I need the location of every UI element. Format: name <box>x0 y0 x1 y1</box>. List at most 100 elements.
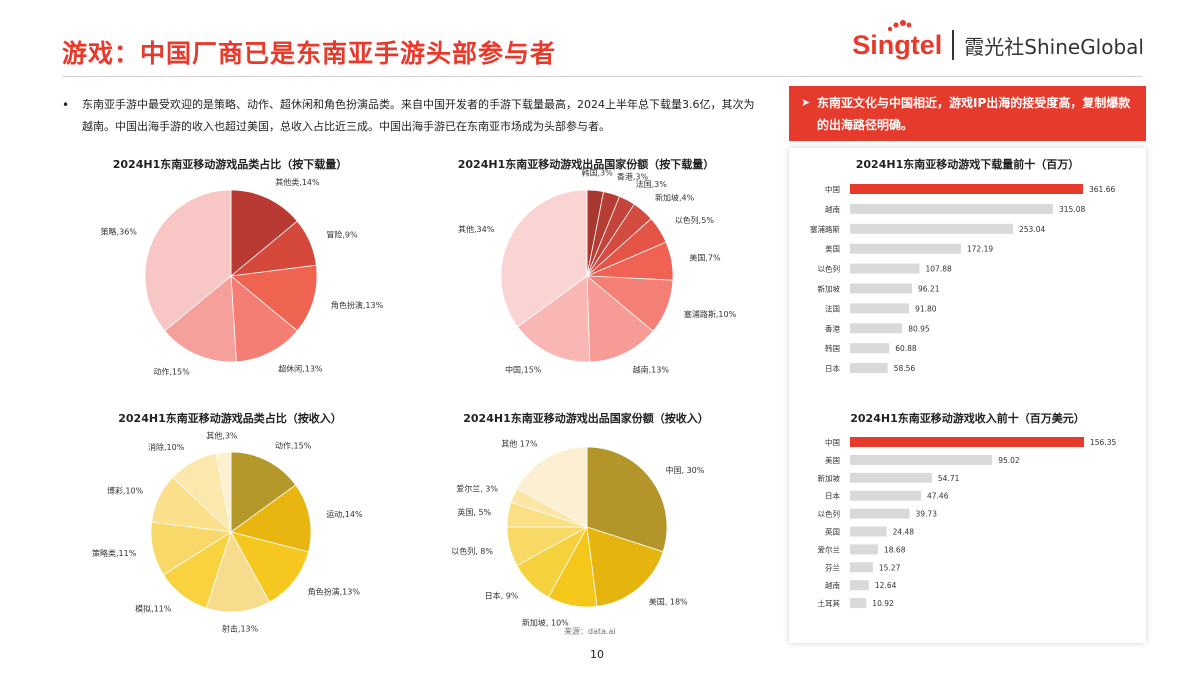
bar-bar_dl_top10: 中国 361.66 越南 315.08 塞浦路斯 253.04 美国 172.19 以色列 107… <box>810 184 1115 374</box>
bar-value-label: 54.71 <box>938 474 960 483</box>
bar-category-label: 越南 <box>825 204 840 214</box>
bar-category-label: 以色列 <box>818 264 841 274</box>
bar-category-label: 美国 <box>825 244 840 254</box>
pie-label: 动作,15% <box>275 441 312 451</box>
bar-value-label: 156.35 <box>1090 438 1116 447</box>
source-note: 来源：data.ai <box>564 627 616 636</box>
pie-label: 美国, 18% <box>649 597 688 607</box>
bar-value-label: 361.66 <box>1089 185 1115 194</box>
bar-value-label: 15.27 <box>879 563 901 572</box>
pie-slice <box>586 275 654 363</box>
insight-callout: ➤ 东南亚文化与中国相近，游戏IP出海的接受度高，复制爆款的出海路径明确。 <box>789 86 1146 141</box>
bar-value-label: 10.92 <box>872 599 894 608</box>
bar-value-label: 60.88 <box>895 344 917 353</box>
bar-value-label: 96.21 <box>918 285 940 294</box>
pie-label: 英国, 5% <box>457 507 491 517</box>
bar <box>850 343 890 354</box>
pie-label: 以色列,5% <box>675 215 715 225</box>
chart-title-pie-dl-country: 2024H1东南亚移动游戏出品国家份额（按下载量） <box>457 158 715 171</box>
pie-slice <box>230 531 309 603</box>
pie-label: 中国, 30% <box>666 465 705 475</box>
pie-label: 角色扮演,13% <box>308 587 361 597</box>
singtel-dots-icon <box>888 20 912 32</box>
brand-logo: Singtel 霞光社ShineGlobal <box>852 20 1144 70</box>
callout-text: 东南亚文化与中国相近，游戏IP出海的接受度高，复制爆款的出海路径明确。 <box>817 96 1131 132</box>
bar-category-label: 爱尔兰 <box>818 544 841 554</box>
pie-label: 模拟,11% <box>135 604 172 614</box>
bar <box>850 283 912 294</box>
pie-label: 运动,14% <box>326 509 363 519</box>
page-number: 10 <box>590 648 604 661</box>
bar-value-label: 315.08 <box>1059 205 1085 214</box>
pie-label: 冒险,9% <box>326 230 358 240</box>
bar-value-label: 172.19 <box>967 245 993 254</box>
bar <box>850 184 1083 194</box>
pie-slice <box>586 446 668 553</box>
chart-title-pie-dl-genre: 2024H1东南亚移动游戏品类占比（按下载量） <box>112 158 348 171</box>
page-title: 游戏：中国厂商已是东南亚手游头部参与者 <box>62 39 557 68</box>
bar <box>850 303 910 314</box>
pie-label: 其他 17% <box>501 439 538 449</box>
pie-label: 射击,13% <box>222 624 259 634</box>
bar <box>850 544 878 555</box>
bar-category-label: 法国 <box>825 303 840 313</box>
pie-slice <box>230 484 312 553</box>
bar-value-label: 253.04 <box>1019 225 1045 234</box>
pie-label: 韩国,3% <box>581 168 613 178</box>
bar <box>850 598 867 609</box>
bar-category-label: 韩国 <box>825 343 840 353</box>
summary-bullet: • 东南亚手游中最受欢迎的是策略、动作、超休闲和角色扮演品类。来自中国开发者的手… <box>62 94 762 138</box>
bar-category-label: 日本 <box>825 363 840 373</box>
bar-category-label: 日本 <box>825 491 840 501</box>
pie-slice <box>516 446 588 528</box>
pie-slice <box>230 275 298 363</box>
bar-category-label: 新加坡 <box>818 473 841 483</box>
brand-shineglobal: 霞光社ShineGlobal <box>964 34 1144 59</box>
pie-label: 爱尔兰, 3% <box>456 484 498 494</box>
bar <box>850 562 873 573</box>
pie-label: 法国,3% <box>636 179 668 189</box>
bar-value-label: 24.48 <box>893 528 915 537</box>
bar-category-label: 以色列 <box>818 509 841 519</box>
pie-slice <box>500 189 588 328</box>
bar <box>850 508 910 519</box>
bar-bar_rev_top10: 中国 156.35 美国 95.02 新加坡 54.71 日本 47.46 以色列 39.73 英国… <box>818 437 1116 609</box>
pie-label: 香港,3% <box>617 171 649 181</box>
pie-pie_rev_genre: 动作,15% 运动,14% 角色扮演,13% 射击,13% 模拟,11% 策略类,11% 博… <box>92 430 363 633</box>
bar-category-label: 中国 <box>825 184 840 194</box>
summary-text: 东南亚手游中最受欢迎的是策略、动作、超休闲和角色扮演品类。来自中国开发者的手游下… <box>82 98 755 133</box>
bar <box>850 580 869 591</box>
bar <box>850 223 1013 234</box>
pie-slice <box>205 530 271 613</box>
bar-value-label: 18.68 <box>884 545 906 554</box>
pie-label: 中国,15% <box>505 365 542 375</box>
bar-category-label: 美国 <box>825 455 840 465</box>
bar-value-label: 58.56 <box>894 364 916 373</box>
pie-label: 策略,36% <box>101 227 138 237</box>
pie-label: 日本, 9% <box>485 591 519 601</box>
bar-value-label: 39.73 <box>916 510 938 519</box>
bar <box>850 437 1084 447</box>
pie-label: 塞浦路斯,10% <box>684 309 737 319</box>
bar-value-label: 91.80 <box>915 304 937 313</box>
bar-value-label: 95.02 <box>998 456 1020 465</box>
pie-label: 新加坡,4% <box>655 192 695 202</box>
pie-slice <box>517 275 591 363</box>
pie-label: 其他类,14% <box>275 177 320 187</box>
pie-slice <box>586 526 664 607</box>
bar-category-label: 越南 <box>825 580 840 590</box>
arrow-right-icon: ➤ <box>801 96 811 109</box>
bar <box>850 243 961 254</box>
pie-slice <box>230 189 298 277</box>
pie-label: 动作,15% <box>153 366 190 376</box>
chart-title-pie-rev-genre: 2024H1东南亚移动游戏品类占比（按收入） <box>118 412 342 425</box>
chart-title-bar-dl: 2024H1东南亚移动游戏下载量前十（百万） <box>855 158 1080 171</box>
pie-label: 博彩,10% <box>107 486 144 496</box>
chart-title-pie-rev-country: 2024H1东南亚移动游戏出品国家份额（按收入） <box>463 412 709 425</box>
bar <box>850 323 903 334</box>
chart-title-bar-rev: 2024H1东南亚移动游戏收入前十（百万美元） <box>850 412 1085 425</box>
bar <box>850 526 887 537</box>
bullet-icon: • <box>62 98 70 112</box>
pie-label: 其他,34% <box>458 224 495 234</box>
